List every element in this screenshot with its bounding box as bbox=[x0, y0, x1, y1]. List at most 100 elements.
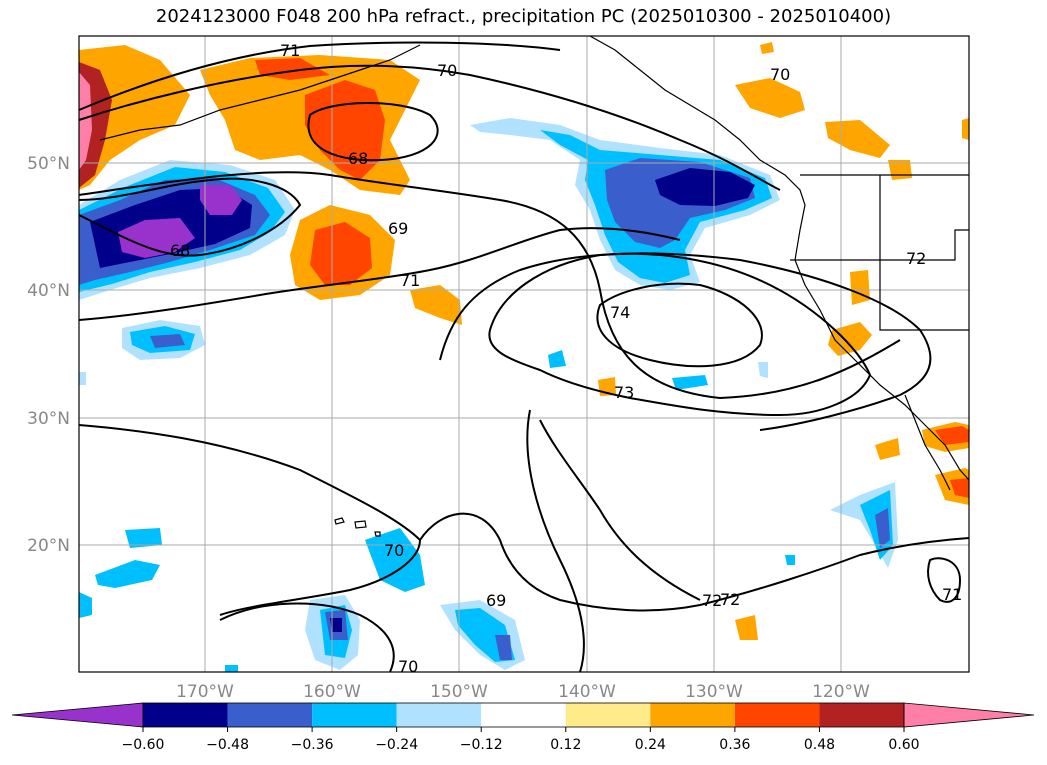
shade-s-blue3 bbox=[365, 528, 425, 592]
contour-label: 71 bbox=[942, 585, 962, 604]
contour-72-big bbox=[439, 252, 932, 431]
colorbar-extend-high bbox=[903, 702, 1035, 728]
colorbar-segment bbox=[819, 703, 904, 727]
contour-label: 72 bbox=[906, 249, 926, 268]
shade-ne-navy bbox=[655, 168, 755, 206]
contour-label-group: 71 70 68 69 68 71 74 73 72 72 70 69 72 7… bbox=[170, 41, 962, 676]
colorbar-tick-label: 0.24 bbox=[635, 737, 666, 753]
lat-label-50: 50°N bbox=[27, 154, 70, 174]
shade-se-blue1 bbox=[548, 350, 566, 368]
shade-coast-orange4 bbox=[962, 118, 969, 140]
colorbar-segment bbox=[734, 703, 820, 727]
contour-label: 74 bbox=[610, 303, 630, 322]
shade-mid-orange2 bbox=[410, 285, 462, 325]
colorbar-tick-label: 0.36 bbox=[719, 737, 750, 753]
colorbar-segment bbox=[650, 703, 735, 727]
lon-label-170: 170°W bbox=[176, 682, 234, 702]
shade-s-blue2b bbox=[125, 528, 162, 548]
contour-label: 73 bbox=[614, 383, 634, 402]
shade-west-purple2 bbox=[200, 185, 242, 215]
colorbar-tick-label: −0.60 bbox=[122, 737, 165, 753]
colorbar-tick-label: −0.24 bbox=[375, 737, 418, 753]
coast-baja bbox=[904, 394, 951, 491]
colorbar-tick-label: 0.48 bbox=[804, 737, 835, 753]
shade-nw-orange bbox=[79, 45, 190, 190]
contour-68-north bbox=[307, 102, 439, 162]
contour-70-bottom bbox=[219, 602, 395, 673]
contour-72-south bbox=[539, 419, 701, 601]
contour-69-mid bbox=[78, 171, 901, 400]
shade-s-blue7 bbox=[225, 665, 238, 672]
shade-mex-red bbox=[935, 426, 969, 445]
contour-label: 70 bbox=[770, 65, 790, 84]
refractivity-contours bbox=[78, 41, 970, 673]
shade-s-blue1c bbox=[875, 508, 890, 548]
contour-70-north bbox=[78, 64, 781, 191]
map-title: 2024123000 F048 200 hPa refract., precip… bbox=[155, 6, 892, 27]
colorbar-extend-low bbox=[11, 702, 144, 728]
lat-label-40: 40°N bbox=[27, 281, 70, 301]
shade-or-orange bbox=[850, 270, 870, 305]
lon-label-150: 150°W bbox=[430, 682, 488, 702]
colorbar-segment bbox=[565, 703, 651, 727]
shade-se-blue3 bbox=[758, 362, 768, 378]
lat-label-30: 30°N bbox=[27, 409, 70, 429]
shade-se-blue2 bbox=[672, 375, 708, 390]
colorbar: −0.60 −0.48 −0.36 −0.24 −0.12 0.12 0.24 0.36 0.4… bbox=[11, 702, 1035, 753]
shade-s-blue6 bbox=[79, 592, 92, 618]
contour-label: 69 bbox=[486, 591, 506, 610]
shade-s-blue8 bbox=[785, 555, 795, 565]
map-frame bbox=[78, 35, 970, 673]
shade-small-blue1c bbox=[150, 334, 185, 348]
colorbar-tick-label: −0.48 bbox=[206, 737, 249, 753]
colorbar-tick-label: 0.12 bbox=[550, 737, 581, 753]
contour-label: 70 bbox=[437, 61, 457, 80]
border-states2 bbox=[880, 229, 969, 261]
contour-label: 72 bbox=[702, 591, 722, 610]
colorbar-segment bbox=[227, 703, 313, 727]
colorbar-segment bbox=[143, 703, 228, 727]
hawaii-2 bbox=[354, 520, 367, 529]
graticule bbox=[79, 36, 969, 672]
colorbar-tick-label: 0.60 bbox=[888, 737, 919, 753]
shade-mex-red2 bbox=[950, 478, 969, 498]
shade-s-blue4d bbox=[330, 618, 342, 632]
border-states1 bbox=[879, 175, 969, 331]
contour-label: 68 bbox=[348, 149, 368, 168]
lat-label-20: 20°N bbox=[27, 536, 70, 556]
colorbar-segment bbox=[481, 703, 566, 727]
hawaii-3 bbox=[374, 531, 381, 537]
hawaii-1 bbox=[334, 517, 345, 525]
shade-mex-orange3 bbox=[875, 438, 900, 460]
latitude-labels: 50°N 40°N 30°N 20°N bbox=[27, 154, 70, 556]
contour-label: 68 bbox=[170, 241, 190, 260]
colorbar-tick-label: −0.12 bbox=[460, 737, 503, 753]
contour-south-wave bbox=[526, 409, 585, 673]
contour-71-se bbox=[927, 557, 962, 603]
lon-label-160: 160°W bbox=[303, 682, 361, 702]
contour-label: 69 bbox=[388, 219, 408, 238]
contour-69-south bbox=[419, 512, 970, 612]
lon-label-130: 130°W bbox=[685, 682, 743, 702]
contour-71-north bbox=[78, 41, 561, 111]
shade-s-orange bbox=[735, 615, 758, 640]
contour-label: 72 bbox=[720, 590, 740, 609]
shade-coast-orange1 bbox=[735, 78, 805, 118]
shade-west-purple1 bbox=[118, 218, 195, 258]
longitude-labels: 170°W 160°W 150°W 140°W 130°W 120°W bbox=[176, 682, 870, 702]
colorbar-segment bbox=[396, 703, 482, 727]
map-background bbox=[79, 36, 969, 672]
contour-74 bbox=[596, 282, 763, 368]
shade-mid-red bbox=[310, 222, 372, 285]
colorbar-tick-label: −0.36 bbox=[291, 737, 334, 753]
shade-s-blue9 bbox=[79, 372, 86, 385]
contour-70-south bbox=[78, 424, 422, 616]
shade-aleutian-red bbox=[305, 80, 385, 180]
contour-68-west bbox=[78, 177, 302, 257]
contour-label: 70 bbox=[398, 657, 418, 676]
contour-label: 71 bbox=[280, 41, 300, 60]
shade-nw-pink bbox=[79, 72, 92, 170]
shade-s-blue2 bbox=[95, 560, 160, 588]
shade-ca-orange bbox=[828, 322, 872, 356]
